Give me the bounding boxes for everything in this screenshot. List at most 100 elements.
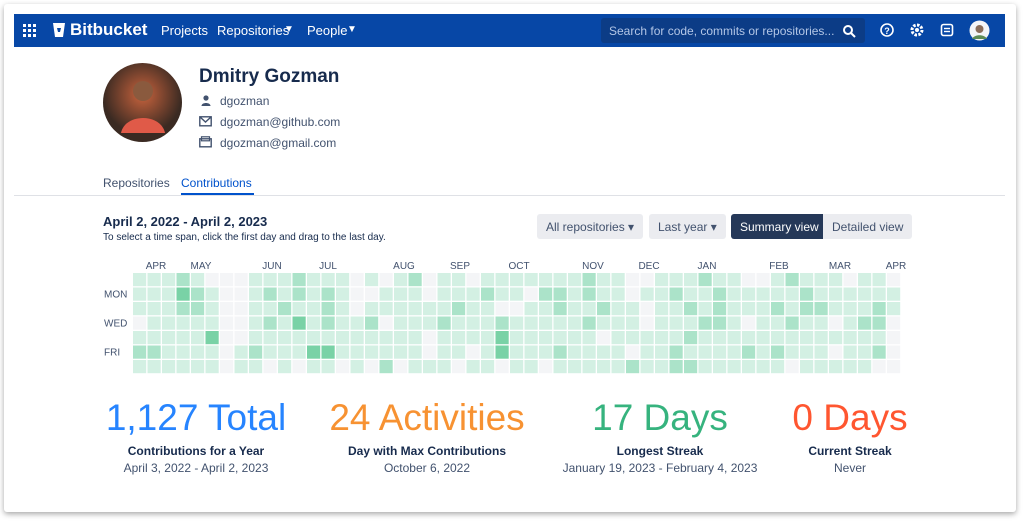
logo-text[interactable]: Bitbucket: [70, 20, 148, 39]
nav-link[interactable]: Projects: [161, 23, 208, 38]
stat-label: Current Streak: [808, 444, 892, 458]
day-cell: [263, 273, 277, 287]
day-cell: [626, 331, 640, 345]
day-cell: [452, 302, 466, 316]
day-cell: [858, 360, 872, 374]
day-cell: [785, 360, 799, 374]
notes-icon[interactable]: [940, 23, 954, 37]
settings-icon[interactable]: [910, 23, 924, 37]
day-cell: [278, 316, 292, 330]
day-cell: [843, 273, 857, 287]
day-cell: [234, 331, 248, 345]
help-icon[interactable]: ?: [880, 23, 894, 37]
day-cell: [829, 360, 843, 374]
day-cell: [408, 287, 422, 301]
day-cell: [220, 360, 234, 374]
month-label: JUN: [262, 261, 281, 272]
month-label: MAR: [829, 261, 851, 272]
day-cell: [698, 302, 712, 316]
day-cell: [133, 360, 147, 374]
filter-button[interactable]: All repositories ▾: [537, 214, 644, 239]
search-box[interactable]: Search for code, commits or repositories…: [601, 18, 865, 43]
day-cell: [437, 287, 451, 301]
day-cell: [162, 331, 176, 345]
day-cell: [771, 316, 785, 330]
mail-icon: [199, 116, 212, 127]
day-label: MON: [104, 290, 127, 301]
day-cell: [452, 331, 466, 345]
nav-link[interactable]: People: [307, 23, 348, 38]
day-cell: [655, 316, 669, 330]
day-cell: [524, 273, 538, 287]
day-cell: [408, 360, 422, 374]
top-bar: Bitbucket Projects Repositories ▼ People…: [14, 14, 1005, 47]
day-cell: [698, 287, 712, 301]
app-switcher[interactable]: [23, 24, 37, 38]
day-cell: [336, 360, 350, 374]
day-cell: [626, 273, 640, 287]
day-cell: [597, 360, 611, 374]
day-cell: [713, 302, 727, 316]
day-cell: [321, 273, 335, 287]
day-cell: [321, 331, 335, 345]
day-cell: [249, 273, 263, 287]
day-cell: [379, 302, 393, 316]
day-cell: [350, 302, 364, 316]
day-cell: [437, 331, 451, 345]
day-cell: [655, 302, 669, 316]
day-cell: [800, 331, 814, 345]
day-cell: [278, 331, 292, 345]
user-avatar[interactable]: [969, 20, 990, 41]
day-cell: [147, 302, 161, 316]
day-cell: [147, 345, 161, 359]
day-cell: [524, 302, 538, 316]
stat-label: Longest Streak: [616, 444, 704, 458]
stat-label: Contributions for a Year: [127, 444, 265, 458]
profile-name: Dmitry Gozman: [199, 66, 340, 87]
day-cell: [553, 273, 567, 287]
day-cell: [133, 273, 147, 287]
day-cell: [568, 273, 582, 287]
search-icon[interactable]: [842, 24, 856, 38]
day-cell: [568, 316, 582, 330]
day-cell: [162, 345, 176, 359]
day-cell: [510, 287, 524, 301]
day-cell: [307, 287, 321, 301]
day-cell: [597, 331, 611, 345]
tab-active[interactable]: Contributions: [181, 176, 252, 190]
tab[interactable]: Repositories: [103, 176, 170, 190]
day-cell: [611, 360, 625, 374]
divider: [14, 195, 1005, 196]
day-cell: [423, 316, 437, 330]
day-cell: [843, 331, 857, 345]
day-cell: [582, 345, 596, 359]
day-cell: [307, 331, 321, 345]
view-button-active[interactable]: Summary view: [731, 214, 828, 239]
view-button[interactable]: Detailed view: [823, 214, 913, 239]
day-cell: [162, 273, 176, 287]
day-cell: [321, 316, 335, 330]
day-cell: [872, 302, 886, 316]
day-cell: [698, 360, 712, 374]
stat-detail: Never: [833, 461, 866, 475]
day-cell: [336, 287, 350, 301]
day-cell: [423, 331, 437, 345]
filter-button[interactable]: Last year ▾: [649, 214, 726, 239]
day-cell: [872, 360, 886, 374]
day-cell: [669, 302, 683, 316]
day-cell: [481, 331, 495, 345]
day-cell: [597, 316, 611, 330]
day-cell: [785, 316, 799, 330]
day-cell: [568, 345, 582, 359]
month-label: APR: [146, 261, 167, 272]
day-cell: [887, 273, 901, 287]
month-label: NOV: [582, 261, 604, 272]
day-cell: [655, 273, 669, 287]
day-cell: [423, 302, 437, 316]
day-cell: [829, 316, 843, 330]
day-cell: [423, 345, 437, 359]
nav-link[interactable]: Repositories: [217, 23, 290, 38]
day-cell: [843, 302, 857, 316]
day-cell: [582, 331, 596, 345]
day-cell: [234, 316, 248, 330]
